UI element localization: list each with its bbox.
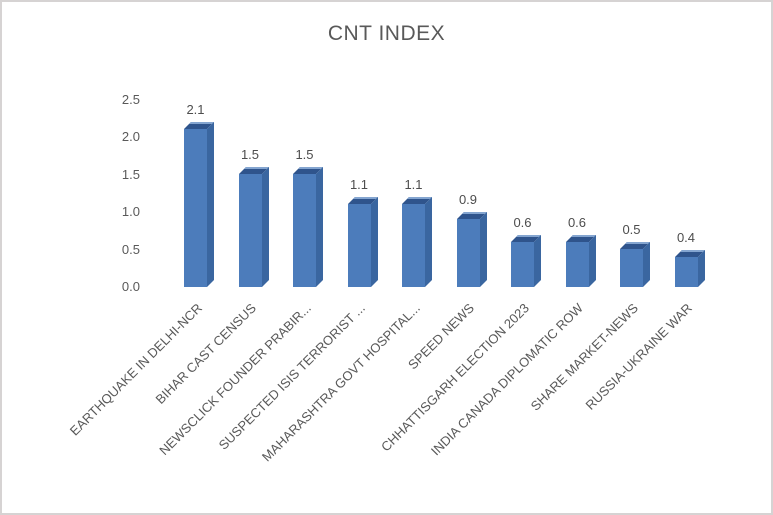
x-axis-category-label: EARTHQUAKE IN DELHI-NCR	[66, 300, 205, 439]
bar-data-label: 0.6	[567, 215, 587, 230]
y-axis-tick-label: 2.5	[121, 92, 140, 107]
x-axis-category-label: MAHARASHTRA GOVT HOSPITAL...	[258, 300, 423, 465]
bar-front-face[interactable]	[565, 242, 589, 287]
bar-data-label: 0.9	[458, 192, 478, 207]
bar-data-label: 2.1	[186, 102, 205, 117]
bar-front-face[interactable]	[511, 242, 534, 287]
bar-data-label: 1.1	[404, 177, 423, 192]
x-axis-category-label: BIHAR CAST CENSUS	[152, 300, 259, 407]
bar-data-label: 1.5	[295, 147, 314, 162]
bar-data-label: 0.4	[676, 230, 696, 245]
x-axis-category-label: INDIA CANADA DIPLOMATIC ROW	[427, 300, 586, 459]
bar-side-face[interactable]	[588, 235, 596, 287]
x-axis-category-label: NEWSCLICK FOUNDER PRABIR...	[155, 300, 314, 459]
bar-data-label: 1.5	[240, 147, 260, 162]
bar-front-face[interactable]	[620, 249, 643, 287]
bar-front-face[interactable]	[184, 129, 207, 287]
bar-side-face[interactable]	[643, 242, 650, 287]
bar-front-face[interactable]	[347, 204, 371, 287]
chart-title: CNT INDEX	[327, 22, 446, 45]
bar-side-face[interactable]	[697, 250, 705, 287]
bar-front-face[interactable]	[674, 257, 698, 287]
x-axis-category-label: SUSPECTED ISIS TERRORIST ...	[215, 300, 368, 453]
bar-side-face[interactable]	[370, 197, 378, 287]
bar-data-label: 1.1	[349, 177, 369, 192]
bar-front-face[interactable]	[293, 174, 316, 287]
bar-side-face[interactable]	[207, 122, 214, 287]
y-axis-tick-label: 0.5	[121, 241, 140, 257]
x-axis-category-label: SPEED NEWS	[405, 300, 477, 373]
bar-side-face[interactable]	[261, 167, 269, 287]
bar-front-face[interactable]	[402, 204, 425, 287]
bar-side-face[interactable]	[534, 235, 541, 287]
bar-side-face[interactable]	[316, 167, 323, 287]
x-axis-category-label: CHHATTISGARH ELECTION 2023	[377, 300, 532, 455]
bar-data-label: 0.6	[513, 215, 532, 230]
y-axis-tick-label: 0.0	[121, 279, 140, 294]
x-axis-category-label: RUSSIA-UKRAINE WAR	[582, 300, 695, 413]
bar-side-face[interactable]	[425, 197, 432, 287]
y-axis-tick-label: 1.5	[121, 166, 140, 182]
x-axis-category-label: SHARE MARKET-NEWS	[527, 300, 641, 414]
y-axis-tick-label: 2.0	[121, 129, 140, 145]
bar-front-face[interactable]	[238, 174, 262, 287]
bar-front-face[interactable]	[456, 219, 480, 287]
y-axis-tick-label: 1.0	[121, 204, 140, 220]
bar-side-face[interactable]	[479, 212, 487, 287]
bar-data-label: 0.5	[622, 222, 641, 237]
